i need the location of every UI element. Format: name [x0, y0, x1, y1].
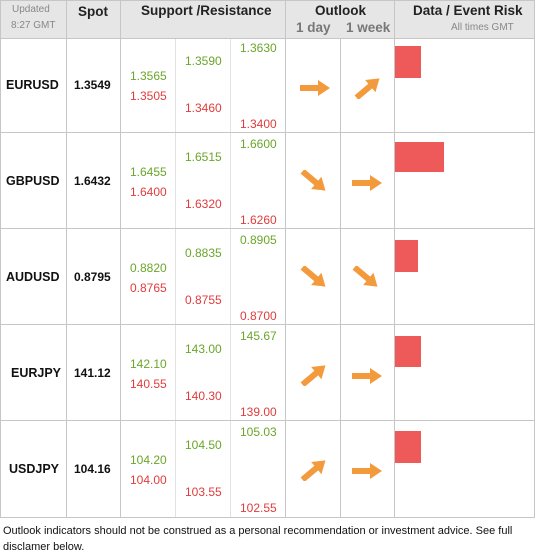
support-resistance-level: 1.6455: [130, 165, 167, 179]
grid-line: [0, 0, 1, 518]
outlook-1-week-arrow-right-icon: [352, 368, 382, 384]
event-risk-bar: [395, 336, 421, 367]
header-data-event-risk: Data / Event Risk: [413, 3, 523, 18]
spot-value: 104.16: [74, 462, 111, 476]
spot-value: 1.6432: [74, 174, 111, 188]
pair-label: USDJPY: [9, 462, 60, 476]
support-resistance-level: 1.6400: [130, 185, 167, 199]
header-1-day: 1 day: [296, 20, 331, 35]
grid-line: [0, 517, 535, 518]
header-spot: Spot: [78, 4, 108, 19]
disclaimer-note: Outlook indicators should not be constru…: [3, 525, 513, 553]
support-resistance-level: 104.00: [130, 473, 167, 487]
pair-label: EURUSD: [6, 78, 59, 92]
support-resistance-level: 1.3400: [240, 117, 277, 131]
support-resistance-level: 0.8700: [240, 309, 277, 323]
grid-line: [120, 0, 121, 518]
support-resistance-level: 142.10: [130, 357, 167, 371]
support-resistance-level: 140.30: [185, 389, 222, 403]
pair-label: EURJPY: [11, 366, 62, 380]
support-resistance-level: 139.00: [240, 405, 277, 419]
header-risk-cell: [394, 0, 535, 38]
outlook-1-day-arrow-down-right-icon: [300, 266, 326, 287]
header-all-times-gmt: All times GMT: [451, 22, 514, 33]
grid-line: [175, 38, 176, 518]
header-sr-cell: [120, 0, 285, 38]
outlook-1-week-arrow-down-right-icon: [352, 266, 378, 287]
event-risk-bar: [395, 46, 421, 78]
support-resistance-level: 1.6515: [185, 150, 222, 164]
outlook-1-day-arrow-up-right-icon: [300, 365, 326, 386]
grid-line: [394, 0, 395, 518]
support-resistance-level: 0.8765: [130, 281, 167, 295]
support-resistance-level: 103.55: [185, 485, 222, 499]
pair-label: GBPUSD: [6, 174, 60, 188]
outlook-1-week-arrow-up-right-icon: [354, 78, 380, 99]
grid-line: [534, 0, 535, 518]
header-outlook: Outlook: [315, 3, 366, 18]
spot-value: 141.12: [74, 366, 111, 380]
header-outlook-cell: [285, 0, 394, 38]
grid-line: [285, 0, 286, 518]
outlook-1-day-arrow-down-right-icon: [300, 170, 326, 191]
event-risk-bar: [395, 142, 444, 172]
header-spot-cell: [66, 0, 120, 38]
grid-line: [0, 228, 535, 229]
support-resistance-level: 1.6260: [240, 213, 277, 227]
support-resistance-level: 145.67: [240, 329, 277, 343]
forex-outlook-table: Updated 8:27 GMT Spot Support /Resistanc…: [0, 0, 535, 518]
support-resistance-level: 1.3590: [185, 54, 222, 68]
grid-line: [230, 38, 231, 518]
support-resistance-level: 1.3460: [185, 101, 222, 115]
support-resistance-level: 102.55: [240, 501, 277, 515]
outlook-1-day-arrow-up-right-icon: [300, 460, 326, 481]
support-resistance-level: 104.50: [185, 438, 222, 452]
grid-line: [66, 0, 67, 518]
support-resistance-level: 0.8820: [130, 261, 167, 275]
support-resistance-level: 1.3630: [240, 41, 277, 55]
grid-line: [0, 38, 535, 39]
spot-value: 0.8795: [74, 270, 111, 284]
support-resistance-level: 0.8835: [185, 246, 222, 260]
support-resistance-level: 140.55: [130, 377, 167, 391]
header-1-week: 1 week: [346, 20, 391, 35]
support-resistance-level: 143.00: [185, 342, 222, 356]
outlook-1-day-arrow-right-icon: [300, 80, 330, 96]
event-risk-bar: [395, 240, 418, 272]
grid-line: [0, 420, 535, 421]
support-resistance-level: 1.3565: [130, 69, 167, 83]
grid-line: [0, 0, 535, 1]
support-resistance-level: 1.3505: [130, 89, 167, 103]
support-resistance-level: 1.6600: [240, 137, 277, 151]
outlook-1-week-arrow-right-icon: [352, 175, 382, 191]
support-resistance-level: 1.6320: [185, 197, 222, 211]
support-resistance-level: 105.03: [240, 425, 277, 439]
outlook-1-week-arrow-right-icon: [352, 463, 382, 479]
spot-value: 1.3549: [74, 78, 111, 92]
updated-label: Updated: [12, 4, 50, 15]
header-updated-cell: [0, 0, 66, 38]
grid-line: [0, 132, 535, 133]
grid-line: [340, 38, 341, 518]
grid-line: [0, 324, 535, 325]
event-risk-bar: [395, 431, 421, 463]
header-support-resistance: Support /Resistance: [141, 3, 272, 18]
support-resistance-level: 0.8905: [240, 233, 277, 247]
updated-time: 8:27 GMT: [11, 20, 56, 31]
support-resistance-level: 0.8755: [185, 293, 222, 307]
pair-label: AUDUSD: [6, 270, 60, 284]
support-resistance-level: 104.20: [130, 453, 167, 467]
